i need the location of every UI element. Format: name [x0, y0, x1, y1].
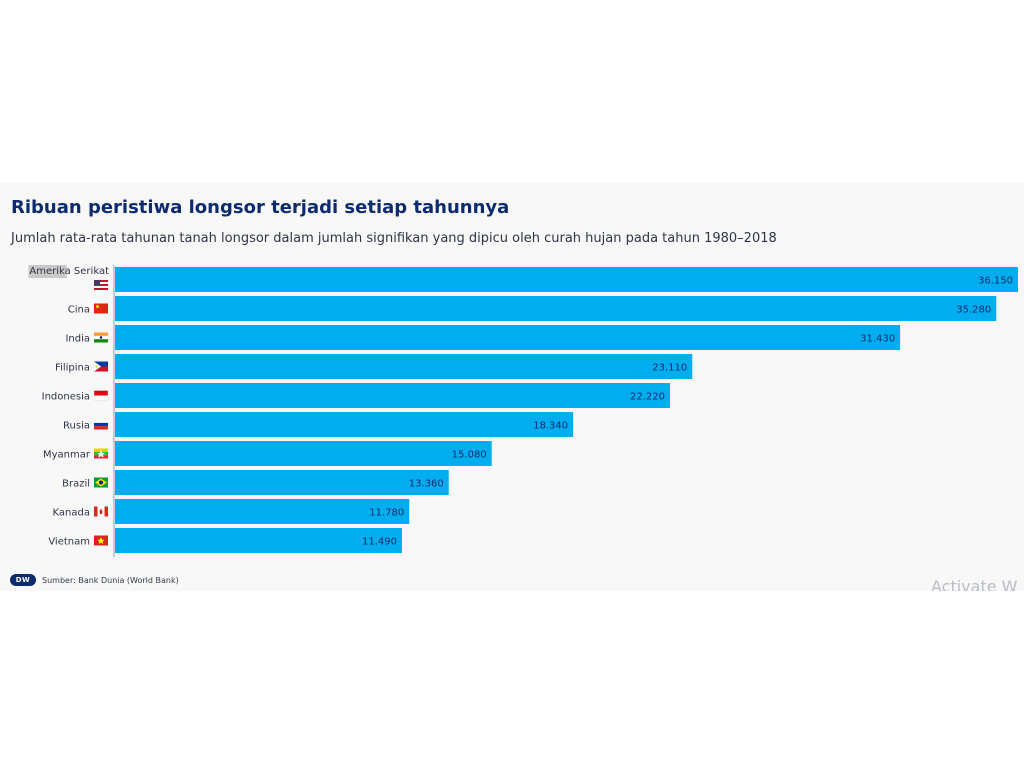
bar-cina	[115, 296, 997, 321]
value-label-rusia: 18.340	[533, 421, 568, 432]
category-label-rusia: Rusia	[63, 421, 90, 432]
bar-filipina	[115, 354, 693, 379]
value-label-filipina: 23.110	[652, 363, 687, 374]
category-label-vietnam: Vietnam	[48, 537, 90, 548]
philippines-flag-icon	[94, 361, 108, 372]
bar-kanada	[115, 499, 410, 524]
bar-myanmar	[115, 441, 492, 466]
category-label-cina: Cina	[68, 305, 90, 316]
value-label-vietnam: 11.490	[362, 537, 397, 548]
category-label-myanmar: Myanmar	[43, 450, 91, 461]
label-highlight	[28, 265, 67, 278]
vietnam-flag-icon	[94, 535, 108, 546]
myanmar-flag-icon	[94, 448, 108, 459]
category-label-kanada: Kanada	[53, 508, 90, 519]
value-label-indonesia: 22.220	[630, 392, 665, 403]
chart-subtitle: Jumlah rata-rata tahunan tanah longsor d…	[11, 231, 777, 246]
category-label-india: India	[65, 334, 90, 345]
bar-india	[115, 325, 901, 350]
bar-chart: 36.150 Amerika Serikat 35.280 Cina 31.430 Ind…	[28, 265, 1018, 557]
value-label-amerika-serikat: 36.150	[978, 276, 1013, 287]
bar-rusia	[115, 412, 574, 437]
indonesia-flag-icon	[93, 390, 109, 401]
value-label-brazil: 13.360	[409, 479, 444, 490]
chart-title: Ribuan peristiwa longsor terjadi setiap …	[11, 197, 510, 218]
source-note: Sumber: Bank Dunia (World Bank)	[42, 575, 179, 585]
brazil-flag-icon	[94, 477, 108, 488]
category-label-amerika-serikat: Amerika Serikat	[29, 266, 109, 277]
activate-windows-watermark: Activate W	[931, 577, 1018, 591]
canada-flag-icon	[94, 506, 108, 517]
bar-amerika-serikat	[115, 267, 1018, 292]
value-label-kanada: 11.780	[369, 508, 404, 519]
usa-flag-icon	[94, 280, 108, 290]
chart-card: Ribuan peristiwa longsor terjadi setiap …	[0, 183, 1024, 591]
footer: DW Sumber: Bank Dunia (World Bank)	[10, 574, 179, 586]
category-label-brazil: Brazil	[62, 479, 90, 490]
bar-indonesia	[115, 383, 671, 408]
china-flag-icon	[94, 303, 108, 314]
category-label-indonesia: Indonesia	[42, 392, 90, 403]
value-label-cina: 35.280	[956, 305, 991, 316]
value-label-india: 31.430	[860, 334, 895, 345]
bar-vietnam	[115, 528, 403, 553]
bar-brazil	[115, 470, 449, 495]
russia-flag-icon	[94, 419, 108, 430]
dw-logo-icon: DW	[10, 574, 36, 586]
value-label-myanmar: 15.080	[452, 450, 487, 461]
india-flag-icon	[94, 332, 108, 343]
category-label-filipina: Filipina	[55, 363, 90, 374]
